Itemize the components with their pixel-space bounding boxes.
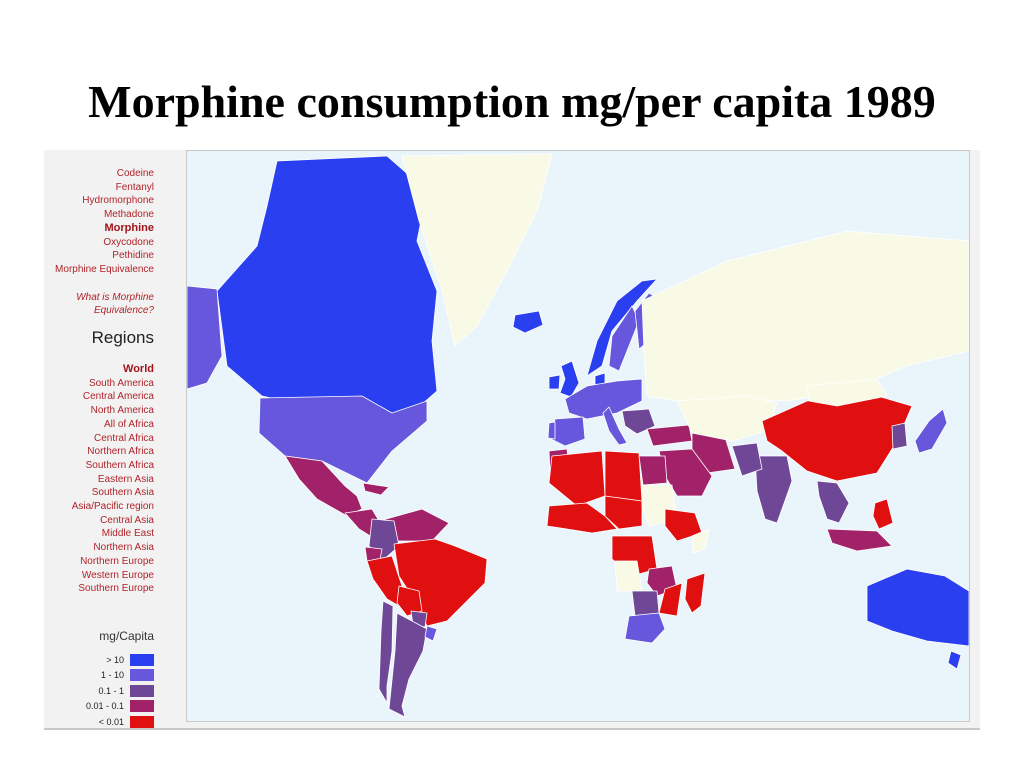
legend-row: 1 - 10	[86, 668, 154, 684]
region-item-eastern-asia[interactable]: Eastern Asia	[97, 473, 154, 485]
legend: > 10 1 - 10 0.1 - 1 0.01 - 0.1 < 0.01	[86, 652, 154, 730]
country-algeria[interactable]	[548, 450, 606, 507]
region-item-north-america[interactable]: North America	[90, 405, 154, 417]
country-norway[interactable]	[586, 278, 658, 377]
country-portugal[interactable]	[547, 421, 556, 440]
country-somalia[interactable]	[691, 528, 710, 554]
region-item-all-of-africa[interactable]: All of Africa	[103, 418, 154, 430]
drug-item-oxycodone[interactable]: Oxycodone	[103, 236, 154, 248]
country-greenland[interactable]	[401, 153, 553, 347]
legend-swatch	[130, 669, 154, 682]
country-egypt[interactable]	[638, 455, 668, 486]
legend-swatch	[130, 653, 154, 666]
morphine-equivalence-help-link[interactable]: What is Morphine Equivalence?	[76, 292, 154, 316]
legend-label: 1 - 10	[100, 670, 124, 681]
drug-item-codeine[interactable]: Codeine	[116, 168, 154, 179]
region-item-southern-europe[interactable]: Southern Europe	[78, 583, 154, 595]
legend-row: > 10	[86, 652, 154, 668]
country-alaska[interactable]	[187, 285, 223, 390]
country-italy[interactable]	[602, 406, 628, 446]
country-west-africa[interactable]	[546, 502, 618, 534]
country-balkans[interactable]	[621, 408, 656, 435]
legend-swatch	[130, 700, 154, 713]
region-item-northern-europe[interactable]: Northern Europe	[80, 555, 154, 567]
country-iceland[interactable]	[512, 310, 544, 334]
legend-heading: mg/Capita	[99, 629, 154, 643]
sidebar: Codeine Fentanyl Hydromorphone Methadone…	[44, 150, 184, 728]
country-australia[interactable]	[866, 568, 969, 647]
country-korea[interactable]	[891, 422, 908, 450]
world-map-canvas[interactable]	[187, 151, 969, 721]
region-item-central-america[interactable]: Central America	[82, 391, 154, 403]
world-map[interactable]	[186, 150, 970, 722]
country-ireland[interactable]	[548, 374, 561, 390]
drug-list: Codeine Fentanyl Hydromorphone Methadone…	[55, 167, 154, 277]
region-item-southern-africa[interactable]: Southern Africa	[85, 459, 154, 471]
region-item-south-america[interactable]: South America	[88, 377, 154, 389]
country-madagascar[interactable]	[684, 572, 706, 614]
country-western-europe[interactable]	[564, 378, 643, 420]
region-item-middle-east[interactable]: Middle East	[101, 528, 154, 540]
country-philippines[interactable]	[872, 498, 894, 530]
drug-item-morphine[interactable]: Morphine	[104, 221, 155, 234]
country-chile[interactable]	[378, 600, 394, 704]
country-japan[interactable]	[914, 408, 948, 454]
country-mozambique[interactable]	[658, 582, 683, 617]
country-india[interactable]	[754, 455, 793, 524]
slide-title: Morphine consumption mg/per capita 1989	[88, 76, 936, 127]
regions-heading: Regions	[91, 328, 154, 347]
legend-row: 0.1 - 1	[86, 683, 154, 699]
country-mexico[interactable]	[284, 455, 363, 517]
drug-item-morphine-equivalence[interactable]: Morphine Equivalence	[55, 263, 154, 275]
region-item-western-europe[interactable]: Western Europe	[81, 569, 154, 581]
country-southeast-asia[interactable]	[816, 480, 850, 524]
country-chad-niger[interactable]	[604, 495, 643, 530]
country-angola[interactable]	[614, 560, 643, 592]
region-item-northern-asia[interactable]: Northern Asia	[93, 542, 154, 554]
country-uruguay[interactable]	[424, 625, 438, 642]
legend-label: 0.01 - 0.1	[85, 701, 124, 712]
country-cuba[interactable]	[362, 482, 390, 496]
country-new-zealand[interactable]	[947, 650, 962, 670]
country-mongolia[interactable]	[806, 378, 888, 407]
country-pakistan[interactable]	[731, 442, 763, 477]
region-item-northern-africa[interactable]: Northern Africa	[87, 446, 154, 458]
panel-divider	[44, 728, 980, 730]
drug-item-pethidine[interactable]: Pethidine	[112, 250, 154, 262]
legend-swatch	[130, 715, 154, 728]
region-item-central-africa[interactable]: Central Africa	[93, 432, 154, 444]
region-item-asia-pacific[interactable]: Asia/Pacific region	[71, 501, 154, 513]
legend-label: > 10	[106, 654, 124, 665]
country-ethiopia[interactable]	[664, 508, 703, 542]
region-item-southern-asia[interactable]: Southern Asia	[91, 487, 154, 499]
country-south-africa[interactable]	[624, 612, 666, 644]
drug-item-fentanyl[interactable]: Fentanyl	[115, 181, 154, 193]
region-item-world[interactable]: World	[123, 363, 154, 375]
legend-row: < 0.01	[86, 714, 154, 730]
drug-item-methadone[interactable]: Methadone	[103, 209, 154, 221]
legend-label: 0.1 - 1	[98, 685, 124, 696]
region-list: World South America Central America Nort…	[72, 363, 154, 596]
legend-label: < 0.01	[98, 716, 124, 727]
region-item-central-asia[interactable]: Central Asia	[100, 514, 154, 526]
country-indonesia[interactable]	[826, 528, 893, 552]
country-zambia[interactable]	[631, 590, 660, 617]
legend-row: 0.01 - 0.1	[86, 699, 154, 715]
drug-item-hydromorphone[interactable]: Hydromorphone	[82, 195, 154, 207]
legend-swatch	[130, 684, 154, 697]
country-united-states[interactable]	[258, 395, 428, 484]
